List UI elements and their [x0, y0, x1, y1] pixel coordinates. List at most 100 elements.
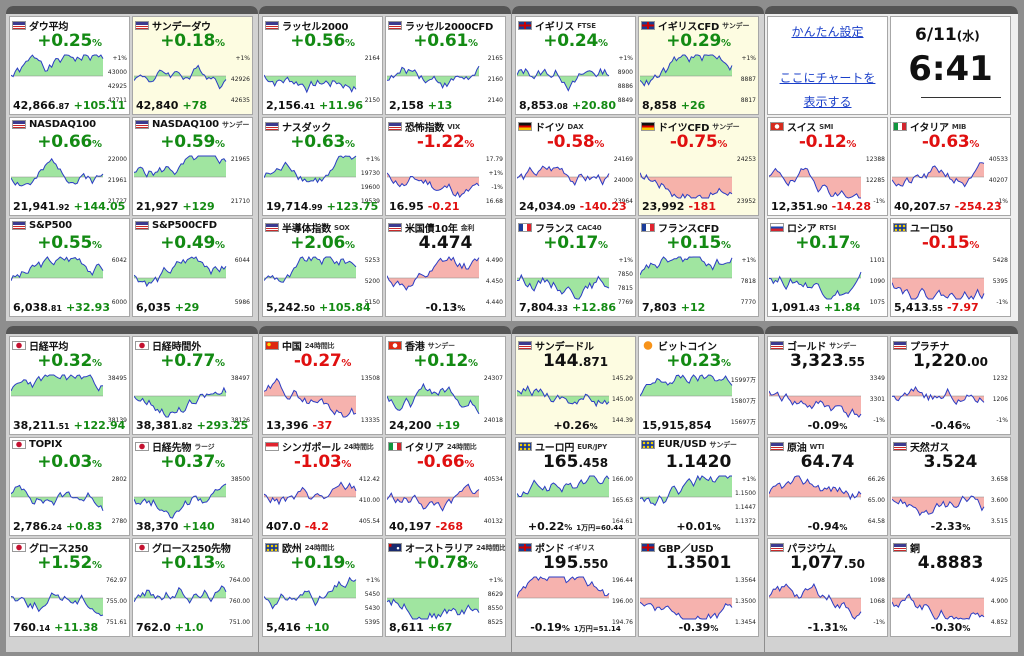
market-name: 欧州 24時間比 — [265, 540, 335, 555]
market-card[interactable]: ドイツ DAX -0.58% 24169 24000 23964 24,034.09 -140… — [515, 117, 636, 216]
market-card[interactable]: グロース250 +1.52% 762.97 755.00 751.61 760.14 +11… — [9, 538, 130, 637]
market-name-label: イギリスCFD — [658, 22, 720, 33]
market-name-label: 中国 — [282, 342, 302, 353]
market-card[interactable]: プラチナ 1,220.00 1232 1206 -1% -0.46% — [890, 336, 1011, 435]
market-name: ドイツ DAX — [518, 119, 584, 134]
percent-change: +0.66% — [37, 132, 102, 152]
market-card[interactable]: パラジウム 1,077.50 1098 1068 -1% -1.31% — [767, 538, 888, 637]
market-name: フランスCFD — [641, 220, 719, 235]
market-card[interactable]: 日経先物 ラージ +0.37% 38500 38140 38,370 +140 — [132, 437, 253, 536]
market-card[interactable]: 原油 WTI 64.74 66.26 65.00 64.58 -0.94% — [767, 437, 888, 536]
scale-label: 38139 — [107, 417, 127, 424]
sparkline-line — [640, 172, 733, 199]
sparkline-area — [517, 68, 609, 91]
sparkline-area — [264, 577, 356, 609]
percent-change: +2.06% — [290, 233, 355, 253]
market-card[interactable]: イギリスCFD サンデー +0.29% +1% 8887 8817 8,858 +26 — [638, 16, 759, 115]
percent-change: +0.19% — [290, 553, 355, 573]
market-card[interactable]: シンガポール 24時間比 -1.03% 412.42 410.00 405.54 407.0… — [262, 437, 383, 536]
percent-change: -0.66% — [416, 452, 475, 472]
market-card[interactable]: ユーロ円 EUR/JPY 165.458 166.00 165.63 164.61 +0.2… — [515, 437, 636, 536]
market-card[interactable]: ゴールド サンデー 3,323.55 3349 3301 -1% -0.09% — [767, 336, 888, 435]
market-card[interactable]: グロース250先物 +0.13% 764.00 760.00 751.00 762.0 +1… — [132, 538, 253, 637]
market-card[interactable]: サンデーダウ +0.18% +1% 42926 42635 42,840 +78 — [132, 16, 253, 115]
percent-change: -0.27% — [293, 351, 352, 371]
chart-link-line2[interactable]: 表示する — [803, 95, 852, 109]
sparkline-line — [11, 54, 104, 78]
market-card[interactable]: オーストラリア 24時間比 +0.78% +1% 8629 8550 8525 8,611 +6… — [385, 538, 506, 637]
scale-label: -1% — [996, 299, 1008, 306]
scale-label: 4.450 — [485, 278, 503, 285]
price-headline: 165.458 — [542, 452, 609, 472]
sparkline-area — [640, 598, 732, 619]
market-card[interactable]: 中国 24時間比 -0.27% 13508 13335 13,396 -37 — [262, 336, 383, 435]
market-card[interactable]: 日経時間外 +0.77% 38497 38126 38,381.82 +293.25 — [132, 336, 253, 435]
price-headline: 3.524 — [923, 452, 978, 472]
sparkline-chart — [640, 474, 732, 507]
market-card[interactable]: イギリス FTSE +0.24% +1% 8900 8886 8849 8,853.08 +20… — [515, 16, 636, 115]
market-card[interactable]: ダウ平均 +0.25% +1% 43000 42925 42711 42,866.87 +10… — [9, 16, 130, 115]
sparkline-chart — [769, 390, 862, 419]
market-name-label: イタリア — [405, 443, 444, 454]
scale-label: 1.1447 — [735, 504, 756, 511]
market-card[interactable]: ドイツCFD サンデー -0.75% 24253 23952 23,992 -181 — [638, 117, 759, 216]
market-card[interactable]: 香港 サンデー +0.12% 24307 24018 24,200 +19 — [385, 336, 506, 435]
sparkline-area — [517, 476, 609, 497]
sparkline-area — [640, 476, 732, 506]
market-card[interactable]: 日経平均 +0.32% 38495 38139 38,211.51 +122.94 — [9, 336, 130, 435]
market-name-label: ゴールド — [787, 342, 827, 353]
scale-label: 2150 — [364, 97, 380, 104]
market-card[interactable]: TOPIX +0.03% 2802 2780 2,786.24 +0.83 — [9, 437, 130, 536]
market-card[interactable]: 米国債10年 金利 4.474 4.490 4.450 4.440 -0.13% — [385, 218, 506, 317]
market-card[interactable]: 銅 4.8883 4.925 4.900 4.852 -0.30% — [890, 538, 1011, 637]
sparkline-area — [640, 172, 732, 198]
scale-label: -1% — [873, 619, 885, 626]
market-card[interactable]: フランス CAC40 +0.17% +1% 7850 7815 7769 7,804.33 +1… — [515, 218, 636, 317]
market-card[interactable]: 天然ガス 3.524 3.658 3.600 3.515 -2.33% — [890, 437, 1011, 536]
market-card[interactable]: イタリア MIB -0.63% 40533 40207 -1% 40,207.57 -254.… — [890, 117, 1011, 216]
price-footer: -0.30% — [930, 621, 971, 634]
scale-label: 38495 — [107, 375, 127, 382]
de-flag-icon — [518, 122, 532, 131]
market-card[interactable]: NASDAQ100 サンデー +0.59% 21965 21710 21,927 +129 — [132, 117, 253, 216]
scale-label: 19539 — [360, 198, 380, 205]
simple-settings-link[interactable]: かんたん設定 — [791, 25, 864, 39]
market-card[interactable]: ラッセル2000 +0.56% 2164 2150 2,156.41 +11.96 — [262, 16, 383, 115]
sparkline-area — [892, 278, 984, 299]
market-card[interactable]: S&P500CFD +0.49% 6044 5986 6,035 +29 — [132, 218, 253, 317]
market-card[interactable]: スイス SMI -0.12% 12388 12285 -1% 12,351.90 -14.28 — [767, 117, 888, 216]
sparkline-area — [892, 162, 984, 187]
market-card[interactable]: 半導体指数 SOX +2.06% 5253 5200 5150 5,242.50 +105.8… — [262, 218, 383, 317]
us-flag-icon — [770, 442, 784, 451]
market-card[interactable]: イタリア 24時間比 -0.66% 40534 40132 40,197 -268 — [385, 437, 506, 536]
market-card[interactable]: S&P500 +0.55% 6042 6000 6,038.81 +32.93 — [9, 218, 130, 317]
price-footer: 7,804.33 +12.86 — [519, 301, 616, 314]
market-card[interactable]: EUR/USD サンデー 1.1420 +1% 1.1500 1.1447 1.1372 +0… — [638, 437, 759, 536]
market-card[interactable]: GBP／USD 1.3501 1.3564 1.3500 1.3454 -0.39% — [638, 538, 759, 637]
sparkline-line — [769, 475, 862, 501]
scale-label: +1% — [741, 55, 756, 62]
market-card[interactable]: サンデードル 144.871 145.29 145.00 144.39 +0.26% — [515, 336, 636, 435]
scale-label: +1% — [741, 257, 756, 264]
scale-label: 7769 — [617, 299, 633, 306]
chart-link-line1[interactable]: ここにチャートを — [779, 71, 876, 85]
sparkline-line — [892, 593, 985, 620]
market-card[interactable]: 欧州 24時間比 +0.19% +1% 5450 5430 5395 5,416 +10 — [262, 538, 383, 637]
market-card[interactable]: ユーロ50 -0.15% 5428 5395 -1% 5,413.55 -7.97 — [890, 218, 1011, 317]
price-footer: -0.46% — [930, 419, 971, 432]
price-footer: 38,381.82 +293.25 — [136, 419, 249, 432]
sparkline-line — [387, 382, 480, 415]
percent-change: +0.77% — [160, 351, 225, 371]
market-card[interactable]: ポンド イギリス 195.550 196.44 196.00 194.76 -0.19% 1万… — [515, 538, 636, 637]
market-card[interactable]: ナスダック +0.63% +1% 19730 19600 19539 19,714.99 +1… — [262, 117, 383, 216]
sparkline-chart — [769, 271, 862, 300]
percent-change: +0.49% — [160, 233, 225, 253]
market-card[interactable]: ビットコイン +0.23% 15997万 15807万 15697万 15,915,854 — [638, 336, 759, 435]
market-card[interactable]: ロシア RTSI +0.17% 1101 1090 1075 1,091.43 +1.84 — [767, 218, 888, 317]
sparkline-chart — [134, 386, 227, 418]
market-card[interactable]: フランスCFD +0.15% +1% 7818 7770 7,803 +12 — [638, 218, 759, 317]
market-card[interactable]: NASDAQ100 +0.66% 22000 21961 21727 21,941.92 +… — [9, 117, 130, 216]
market-card[interactable]: 恐怖指数 VIX -1.22% 17.79 +1% -1% 16.68 16.95 -0.21 — [385, 117, 506, 216]
market-card[interactable]: ラッセル2000CFD +0.61% 2165 2160 2140 2,158 +13 — [385, 16, 506, 115]
market-name-label: シンガポール — [282, 443, 341, 454]
